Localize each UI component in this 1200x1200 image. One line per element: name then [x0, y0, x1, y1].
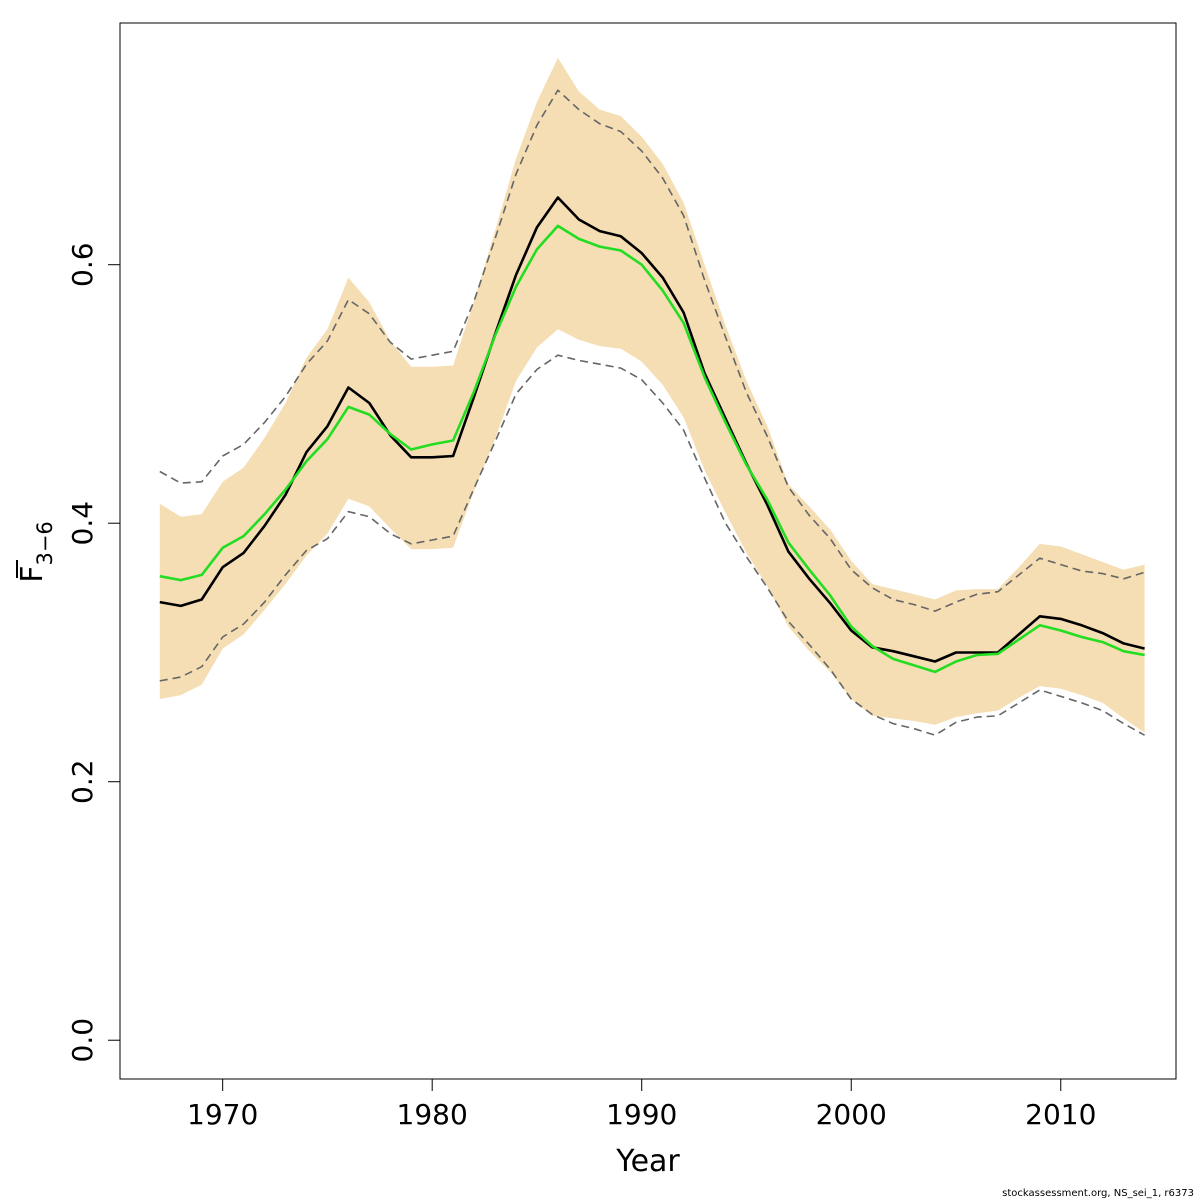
y-tick-label: 0.2: [66, 759, 99, 804]
x-tick-label: 1970: [187, 1098, 258, 1131]
x-tick-label: 1980: [397, 1098, 468, 1131]
y-axis: 0.0 0.2 0.4 0.6: [66, 242, 121, 1063]
series-line-ci-lower: [159, 354, 1145, 737]
series-line-alternative: [159, 224, 1145, 674]
plot-area: [159, 57, 1145, 737]
confidence-band: [159, 57, 1145, 733]
y-axis-title: F3−6: [15, 521, 57, 583]
series-line-estimate: [159, 196, 1145, 663]
x-tick-label: 2000: [816, 1098, 887, 1131]
y-axis-title-subscript: 3−6: [33, 521, 57, 565]
x-tick-label: 1990: [606, 1098, 677, 1131]
x-tick-label: 2010: [1025, 1098, 1096, 1131]
y-tick-label: 0.4: [66, 501, 99, 546]
x-axis-title: Year: [615, 1144, 680, 1179]
svg-text:F3−6: F3−6: [15, 521, 57, 583]
x-axis: 1970 1980 1990 2000 2010: [187, 1078, 1096, 1131]
y-tick-label: 0.6: [66, 242, 99, 287]
footer-credit: stockassessment.org, NS_sei_1, r6373: [1002, 1188, 1194, 1199]
y-axis-title-main: F: [15, 566, 50, 583]
y-tick-label: 0.0: [66, 1018, 99, 1063]
